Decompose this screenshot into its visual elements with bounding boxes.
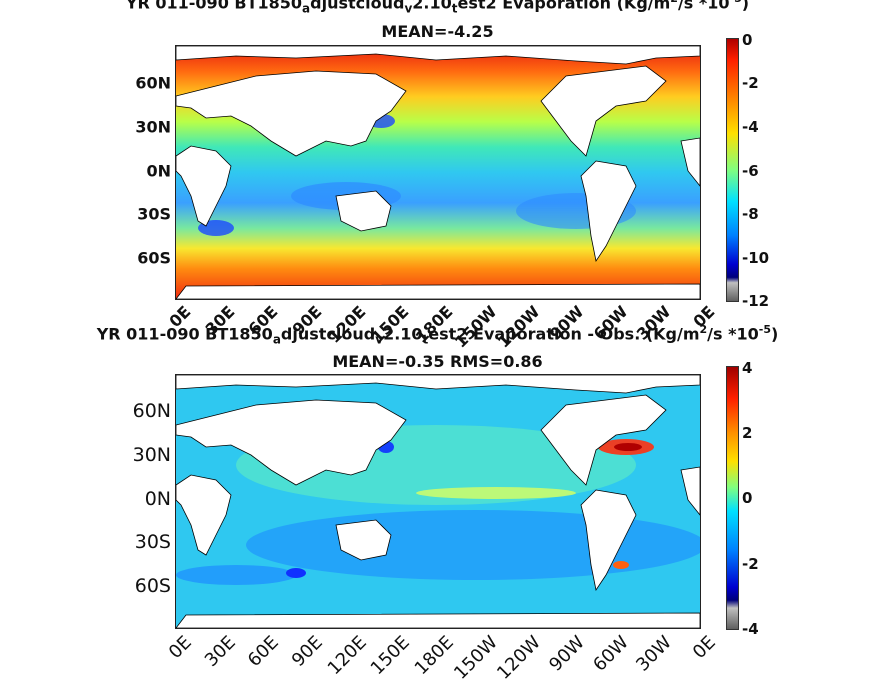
lat-label: 30N (135, 117, 171, 137)
colorbar-tick: -10 (742, 249, 770, 267)
lat-label: 30S (134, 531, 171, 553)
lon-label: 90E (287, 632, 327, 672)
colorbar-tick: 4 (742, 359, 753, 377)
colorbar-tick: -2 (742, 555, 759, 573)
lon-label: 0E (164, 632, 196, 663)
panel2-colorbar (726, 366, 739, 630)
colorbar-tick: -4 (742, 118, 759, 136)
panel1-mean: MEAN=-4.25 (381, 22, 494, 41)
panel2-map (175, 374, 701, 629)
panel2-title: YR 011-090 BT1850adjustcloudv2.10test2 E… (96, 323, 779, 347)
lat-label: 60S (137, 248, 171, 268)
lat-label: 30S (137, 204, 171, 224)
lat-label: 60S (134, 575, 171, 597)
colorbar-tick: 0 (742, 31, 753, 49)
panel2-mean-rms: MEAN=-0.35 RMS=0.86 (332, 352, 543, 371)
colorbar-tick: 0 (742, 489, 753, 507)
lat-label: 60N (135, 73, 171, 93)
colorbar-tick: -6 (742, 162, 759, 180)
colorbar-tick: 2 (742, 424, 753, 442)
panel1-map (175, 45, 701, 300)
lon-label: 60W (588, 632, 633, 676)
panel1-colorbar (726, 38, 739, 302)
panel-bias-evaporation: YR 011-090 BT1850adjustcloudv2.10test2 E… (0, 323, 875, 684)
panel-model-evaporation: YR 011-090 BT1850adjustcloudv2.10test2 E… (0, 0, 875, 352)
lon-label: 30E (200, 632, 240, 672)
lon-label: 120W (493, 632, 546, 684)
colorbar-tick: -4 (742, 620, 759, 638)
colorbar-tick: -8 (742, 205, 759, 223)
lon-label: 30W (632, 632, 677, 676)
lon-label: 0E (688, 632, 720, 663)
colorbar-tick: -2 (742, 74, 759, 92)
lat-label: 30N (132, 444, 171, 466)
lon-label: 150W (449, 632, 502, 684)
colorbar-tick: -12 (742, 292, 770, 310)
lat-label: 0N (144, 488, 171, 510)
lon-label: 60E (244, 632, 284, 672)
lon-label: 90W (545, 632, 589, 676)
lat-label: 60N (132, 400, 171, 422)
lat-label: 0N (146, 161, 171, 181)
panel1-title: YR 011-090 BT1850adjustcloudv2.10test2 E… (125, 0, 750, 16)
